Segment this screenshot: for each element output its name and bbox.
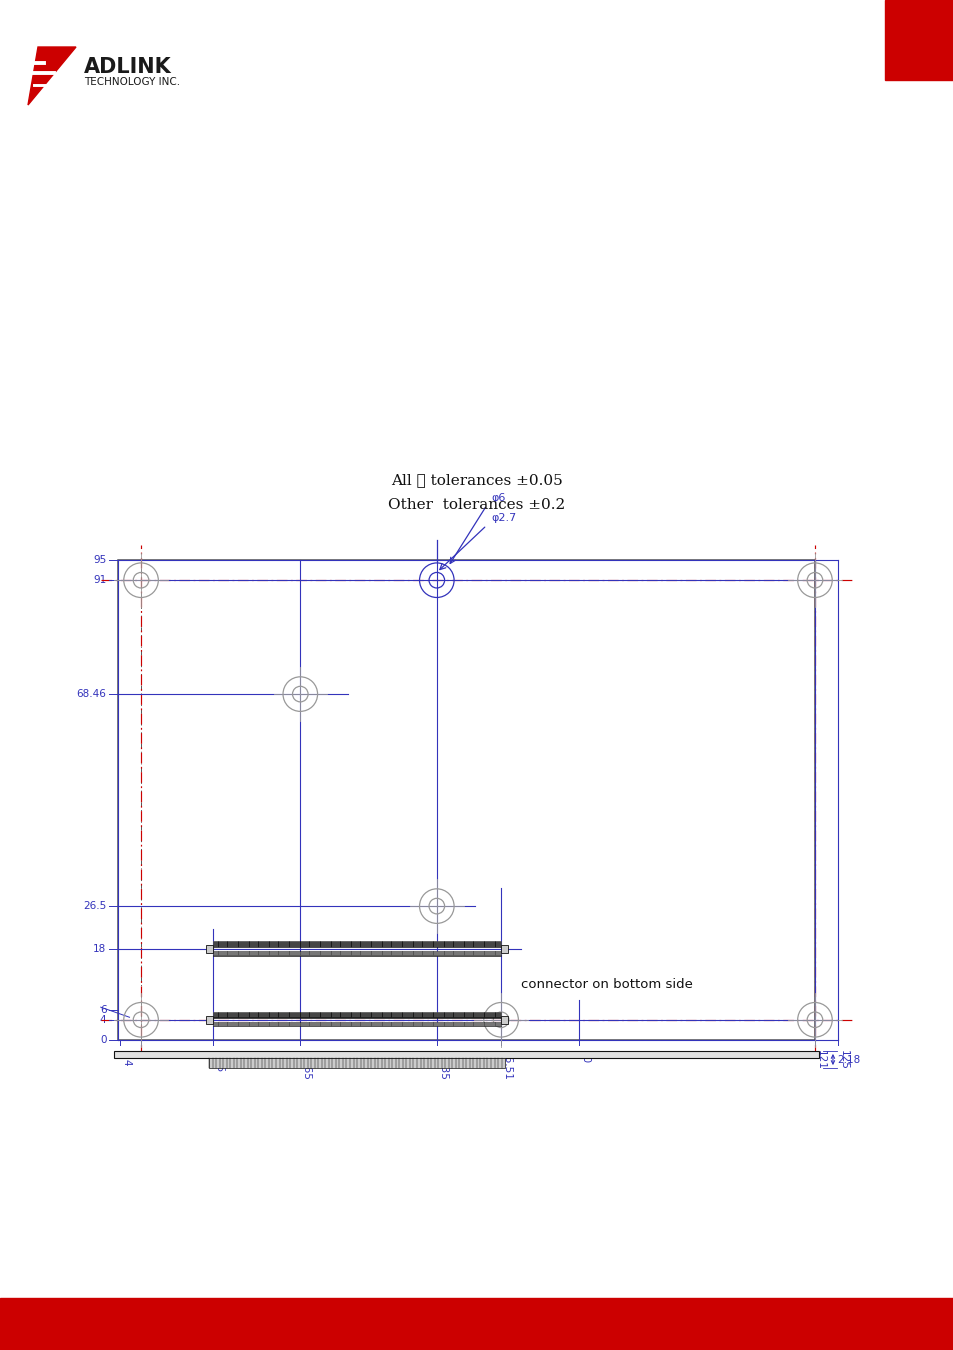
- Text: TECHNOLOGY INC.: TECHNOLOGY INC.: [84, 77, 180, 86]
- Bar: [118, 560, 814, 1040]
- Text: ADLINK: ADLINK: [84, 57, 172, 77]
- Text: 26.5: 26.5: [83, 900, 107, 911]
- Bar: [500, 1015, 508, 1023]
- Bar: [500, 945, 508, 953]
- Bar: [209, 1058, 504, 1068]
- Bar: [206, 945, 213, 953]
- Text: 4: 4: [142, 1050, 152, 1057]
- Text: 80: 80: [579, 1050, 589, 1064]
- Text: 2.18: 2.18: [836, 1054, 860, 1065]
- Text: 0.4: 0.4: [121, 1050, 132, 1066]
- Text: connector on bottom side: connector on bottom side: [520, 977, 692, 991]
- Text: φ6: φ6: [492, 493, 506, 504]
- Text: 0: 0: [100, 1035, 107, 1045]
- Text: 95: 95: [93, 555, 107, 566]
- Text: 125: 125: [838, 1050, 848, 1071]
- Text: 18: 18: [93, 944, 107, 954]
- Text: 66.51: 66.51: [501, 1050, 512, 1080]
- Text: 31.65: 31.65: [301, 1050, 311, 1080]
- Bar: [0, 1297, 953, 1350]
- Text: 121: 121: [815, 1050, 825, 1071]
- Bar: [206, 1015, 213, 1023]
- Bar: [213, 1022, 500, 1026]
- Text: All ∅ tolerances ±0.05: All ∅ tolerances ±0.05: [391, 472, 562, 487]
- Bar: [114, 1052, 818, 1058]
- Text: φ2.7: φ2.7: [492, 513, 517, 524]
- Bar: [213, 1011, 500, 1018]
- Text: 91: 91: [93, 575, 107, 585]
- Bar: [213, 950, 500, 956]
- Polygon shape: [28, 47, 76, 105]
- Text: Other  tolerances ±0.2: Other tolerances ±0.2: [388, 498, 565, 512]
- Text: 6: 6: [100, 1004, 107, 1015]
- Bar: [213, 941, 500, 948]
- Text: 55.35: 55.35: [437, 1050, 447, 1080]
- Text: 68.46: 68.46: [76, 688, 107, 699]
- Bar: [884, 0, 953, 80]
- Text: 16.5: 16.5: [213, 1050, 224, 1073]
- Text: 4: 4: [100, 1015, 107, 1025]
